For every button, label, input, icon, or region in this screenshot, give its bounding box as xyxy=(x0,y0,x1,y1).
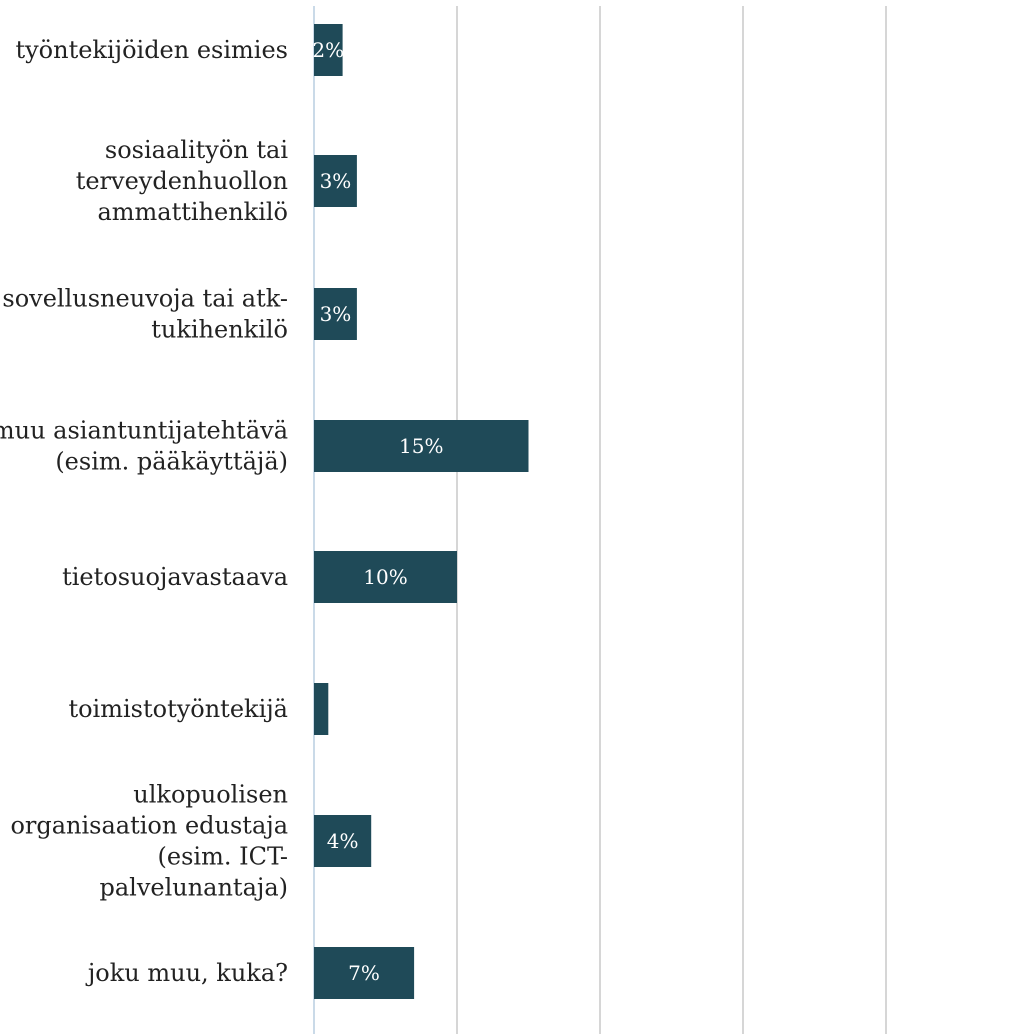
category-label: muu asiantuntijatehtävä (esim. pääkäyttäj… xyxy=(0,417,288,476)
category-label-line: toimistotyöntekijä xyxy=(68,695,288,723)
data-label: 10% xyxy=(363,565,407,589)
data-label: 15% xyxy=(399,434,443,458)
category-label-line: tukihenkilö xyxy=(151,316,288,344)
bar xyxy=(314,288,357,340)
category-label: työntekijöiden esimies xyxy=(15,36,288,64)
category-label: sosiaalityön tai terveydenhuollon ammattih… xyxy=(76,136,289,226)
data-label: 2% xyxy=(312,38,344,62)
category-label-line: palvelunantaja) xyxy=(99,874,288,902)
category-label: sovellusneuvoja tai atk-tukihenkilö xyxy=(2,285,288,344)
bar xyxy=(314,155,357,207)
bar xyxy=(314,947,415,999)
category-label-line: sovellusneuvoja tai atk- xyxy=(2,285,288,313)
category-label-line: organisaation edustaja xyxy=(10,812,288,840)
data-label: 3% xyxy=(320,302,352,326)
category-label-line: ammattihenkilö xyxy=(97,198,288,226)
category-label: joku muu, kuka? xyxy=(85,959,288,987)
category-label-line: sosiaalityön tai xyxy=(105,136,288,164)
data-label: 3% xyxy=(320,169,352,193)
category-label-line: joku muu, kuka? xyxy=(85,959,288,987)
category-label-line: työntekijöiden esimies xyxy=(15,36,288,64)
bar xyxy=(314,683,329,735)
data-label: 7% xyxy=(348,961,380,985)
data-label: 4% xyxy=(327,829,359,853)
bar xyxy=(314,815,372,867)
category-label-line: muu asiantuntijatehtävä xyxy=(0,417,288,445)
bar xyxy=(314,551,457,603)
category-label: ulkopuolisen organisaation edustaja (esim.… xyxy=(10,781,288,902)
category-label-line: ulkopuolisen xyxy=(133,781,288,809)
category-label-line: tietosuojavastaava xyxy=(62,563,288,591)
category-label-line: (esim. pääkäyttäjä) xyxy=(55,448,288,476)
category-label-line: (esim. ICT- xyxy=(158,843,288,871)
category-label-line: terveydenhuollon xyxy=(76,167,288,195)
category-label: toimistotyöntekijä xyxy=(68,695,288,723)
bar xyxy=(314,24,343,76)
category-label: tietosuojavastaava xyxy=(62,563,288,591)
bar xyxy=(314,420,529,472)
